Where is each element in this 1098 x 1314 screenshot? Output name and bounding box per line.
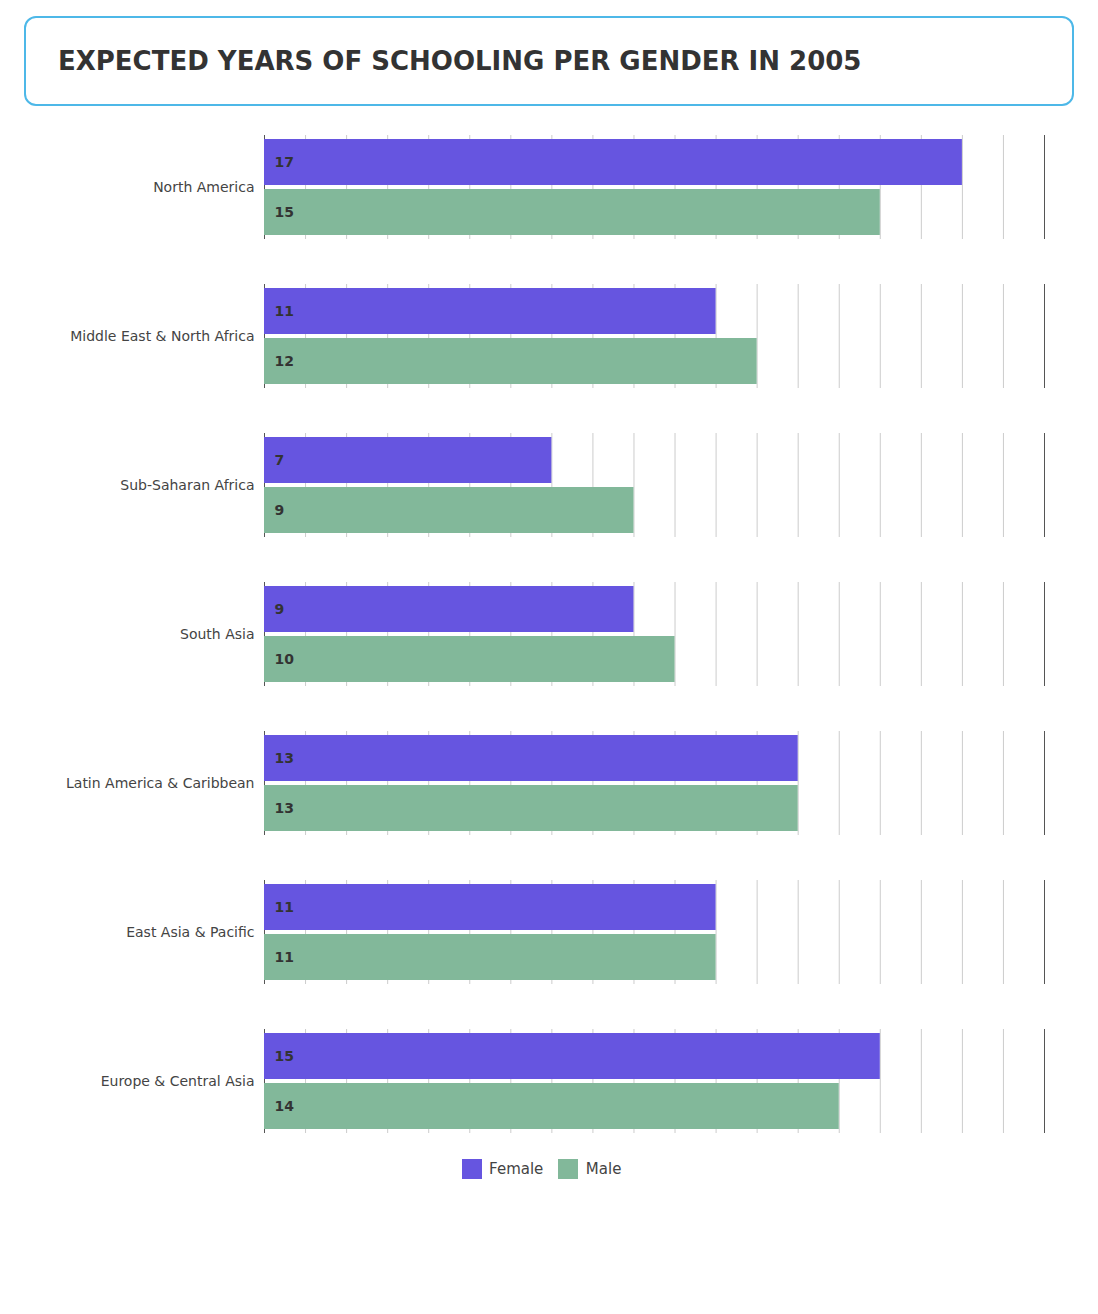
- svg-text:11: 11: [275, 303, 294, 319]
- svg-text:Latin America & Caribbean: Latin America & Caribbean: [66, 775, 255, 791]
- html-text:EXPECTED YEARS OF SCHOOLING PE: EXPECTED YEARS OF SCHOOLING PER GENDER I…: [58, 46, 862, 76]
- svg-text:17: 17: [275, 154, 294, 170]
- html-text:Male: Male: [585, 1159, 622, 1178]
- svg-text:Middle East & North Africa: Middle East & North Africa: [70, 328, 254, 344]
- svg-text:14: 14: [275, 1098, 295, 1114]
- svg-text:15: 15: [275, 1048, 294, 1064]
- svg-text:12: 12: [275, 353, 294, 369]
- svg-text:East Asia & Pacific: East Asia & Pacific: [126, 924, 254, 940]
- svg-text:15: 15: [275, 204, 294, 220]
- svg-text:7: 7: [275, 452, 285, 468]
- svg-text:11: 11: [275, 899, 294, 915]
- svg-text:9: 9: [275, 502, 285, 518]
- svg-text:10: 10: [275, 651, 295, 667]
- svg-text:13: 13: [275, 750, 294, 766]
- svg-text:North America: North America: [153, 179, 254, 195]
- html-text:Female: Female: [489, 1159, 544, 1178]
- svg-text:Sub-Saharan Africa: Sub-Saharan Africa: [120, 477, 254, 493]
- svg-text:Europe & Central Asia: Europe & Central Asia: [101, 1073, 255, 1089]
- svg-text:13: 13: [275, 800, 294, 816]
- svg-text:9: 9: [275, 601, 285, 617]
- svg-text:11: 11: [275, 949, 294, 965]
- svg-text:South Asia: South Asia: [180, 626, 254, 642]
